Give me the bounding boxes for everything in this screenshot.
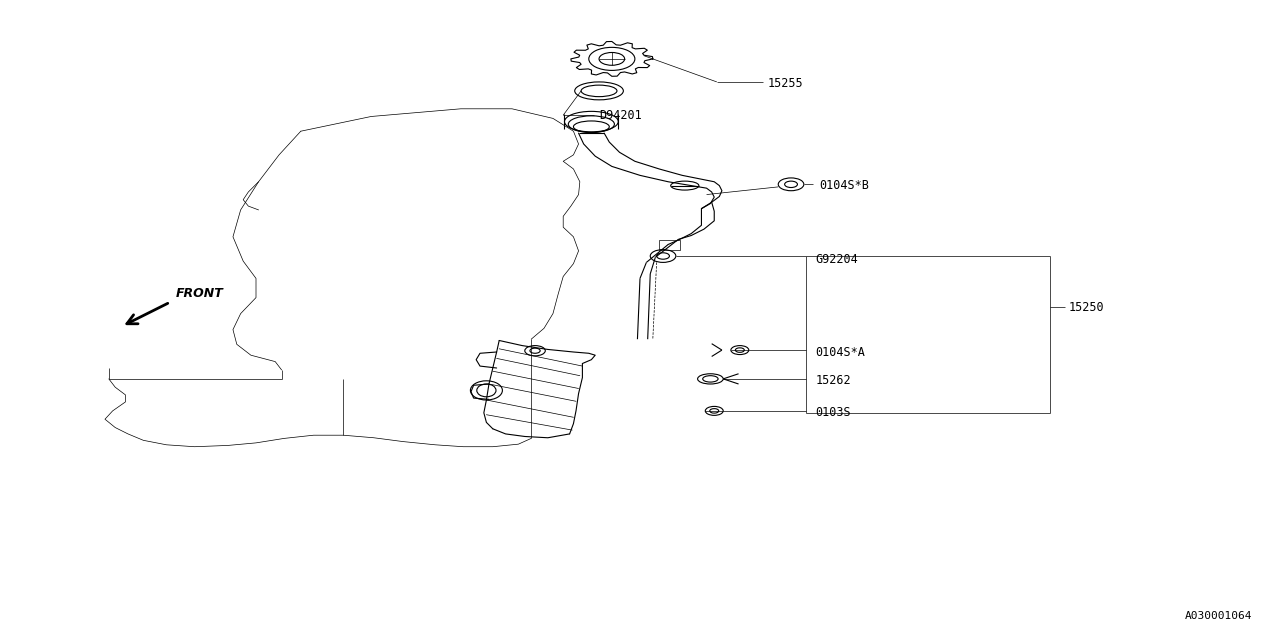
Text: 15262: 15262: [815, 374, 851, 387]
Text: G92204: G92204: [815, 253, 858, 266]
Text: 0103S: 0103S: [815, 406, 851, 419]
Text: 15250: 15250: [1069, 301, 1105, 314]
Text: D94201: D94201: [599, 109, 641, 122]
Text: 0104S*A: 0104S*A: [815, 346, 865, 358]
Text: 15255: 15255: [768, 77, 804, 90]
Text: FRONT: FRONT: [175, 287, 223, 300]
Text: A030001064: A030001064: [1184, 611, 1252, 621]
Text: 0104S*B: 0104S*B: [819, 179, 869, 192]
Bar: [659, 240, 680, 250]
